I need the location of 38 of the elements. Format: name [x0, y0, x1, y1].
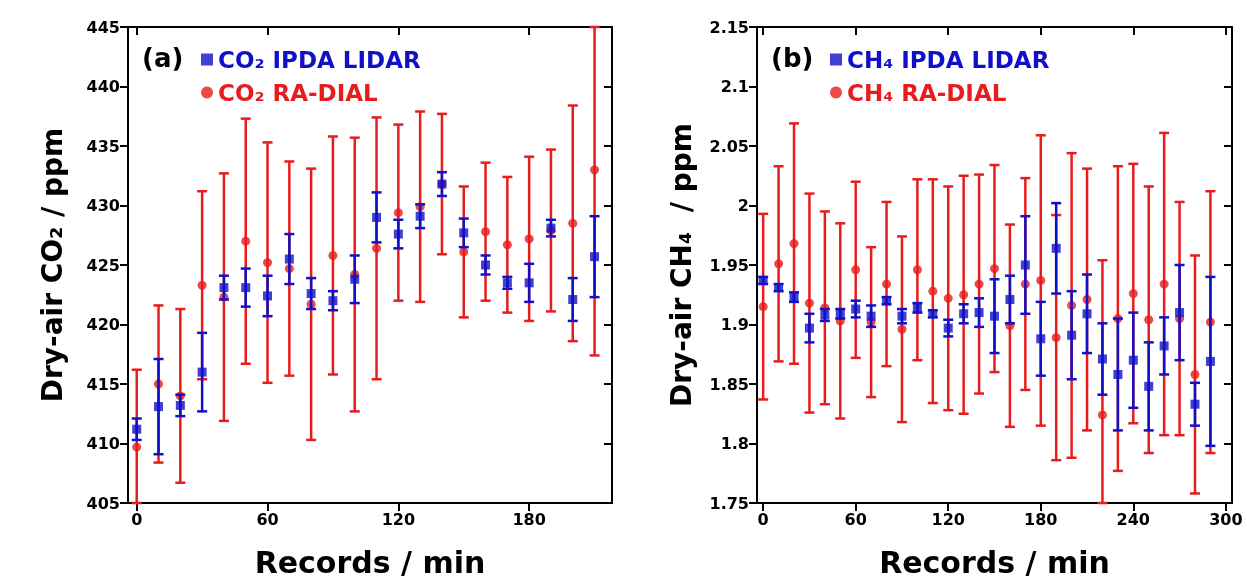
legend-label: CO₂ RA-DIAL: [218, 79, 379, 106]
x-tick-label: 180: [1024, 509, 1058, 529]
y-tick-label: 1.85: [709, 374, 749, 394]
y-tick-label: 2.05: [709, 136, 749, 156]
x-tick-label: 120: [931, 509, 965, 529]
y-tick-label: 440: [86, 77, 120, 96]
y-tick-label: 435: [86, 136, 120, 156]
y-tick-label: 1.75: [709, 493, 749, 513]
y-tick-label: 425: [86, 255, 120, 275]
legend-label: CO₂ IPDA LIDAR: [218, 46, 421, 73]
x-tick-label: 120: [381, 509, 416, 529]
y-tick-label: 2.15: [709, 17, 749, 37]
y-tick-label: 1.95: [709, 255, 749, 275]
annotation: (a): [142, 43, 184, 73]
x-tick-label: 180: [512, 509, 546, 529]
y-tick-label: 410: [86, 434, 120, 453]
x-axis-title: Records / min: [254, 544, 486, 580]
x-axis-title: Records / min: [879, 544, 1110, 580]
x-tick-label: 240: [1116, 509, 1150, 529]
y-tick-label: 405: [86, 493, 120, 513]
y-tick-label: 1.8: [720, 434, 749, 453]
y-tick-label: 445: [86, 17, 120, 37]
legend-label: CH₄ RA-DIAL: [847, 79, 1007, 106]
y-tick-label: 430: [86, 196, 120, 215]
x-tick-label: 300: [1209, 509, 1243, 529]
y-tick-label: 415: [86, 374, 120, 394]
legend-label: CH₄ IPDA LIDAR: [847, 46, 1050, 73]
x-tick-label: 0: [757, 509, 769, 529]
y-tick-label: 1.9: [720, 315, 749, 334]
y-tick-label: 2.1: [720, 77, 749, 96]
y-axis-title: Dry-air CH₄ / ppm: [664, 123, 698, 407]
y-axis-title: Dry-air CO₂ / ppm: [35, 127, 69, 403]
x-tick-label: 0: [131, 509, 143, 529]
x-tick-label: 60: [844, 509, 867, 529]
y-tick-label: 2: [737, 196, 749, 215]
annotation: (b): [771, 43, 814, 73]
y-tick-label: 420: [86, 315, 120, 334]
x-tick-label: 60: [256, 509, 279, 529]
